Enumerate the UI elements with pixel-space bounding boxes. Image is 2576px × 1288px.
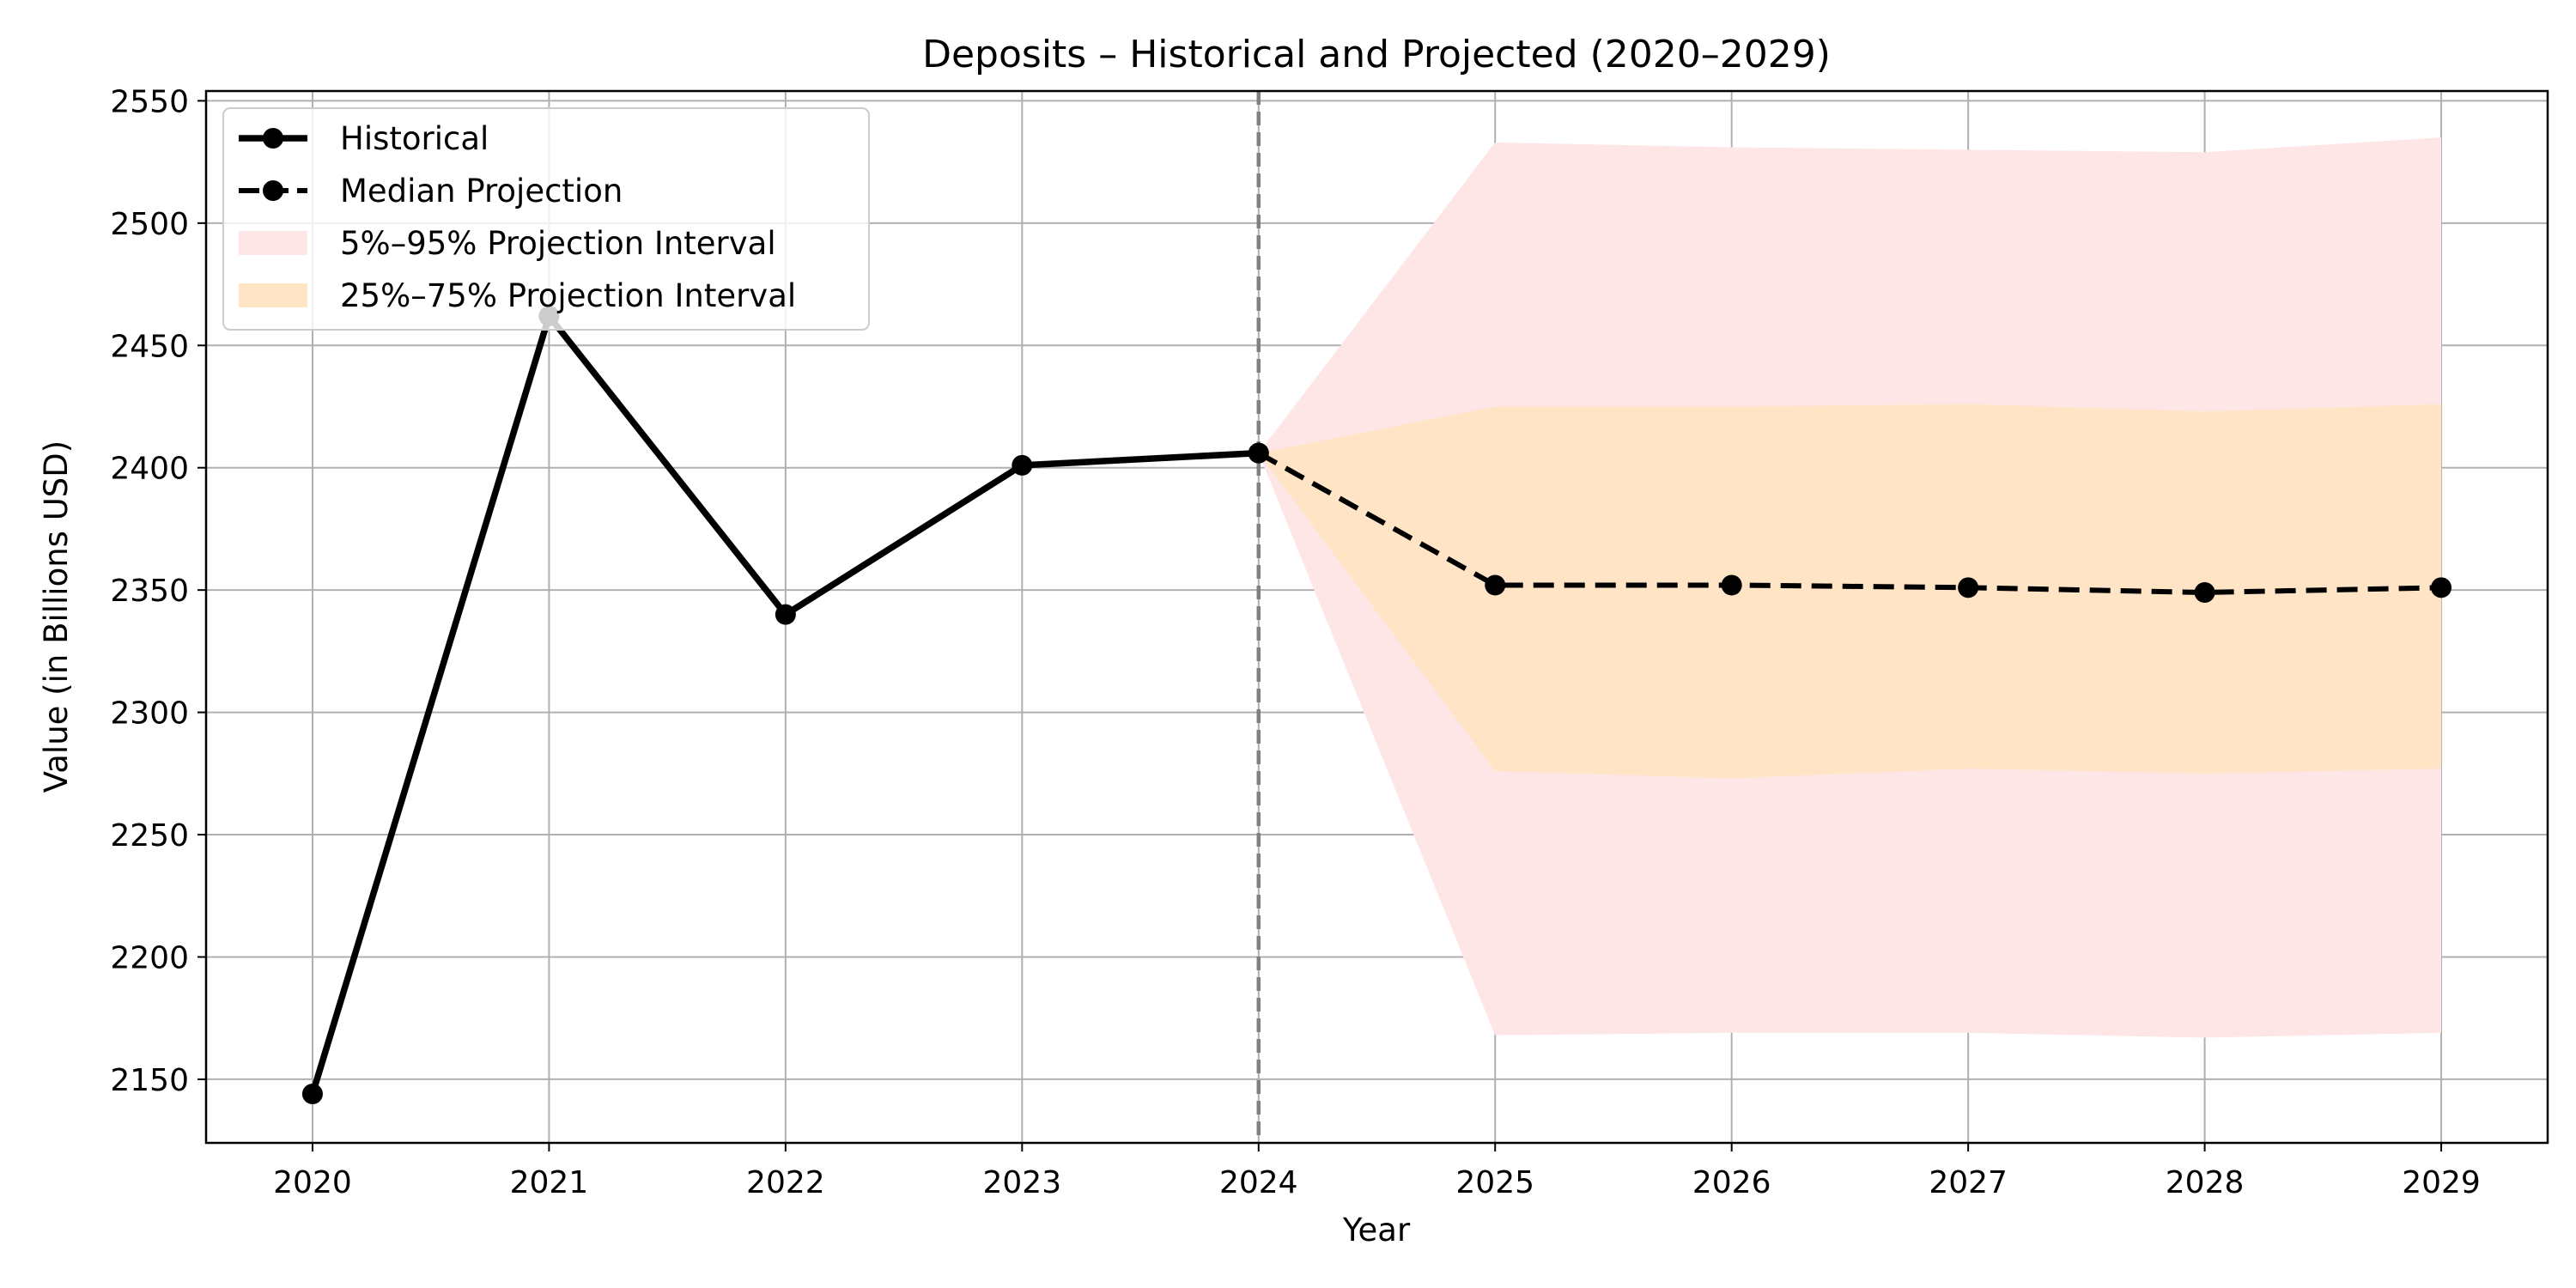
median-projection-point bbox=[1485, 574, 1506, 596]
y-tick-label: 2350 bbox=[110, 574, 189, 609]
median-projection-point bbox=[1248, 442, 1269, 464]
legend-historical-label: Historical bbox=[340, 120, 489, 157]
legend-interval-25-75-label: 25%–75% Projection Interval bbox=[340, 277, 796, 314]
legend-box bbox=[222, 107, 870, 331]
legend-interval-25-75-swatch bbox=[239, 283, 307, 307]
legend-median-projection-label: Median Projection bbox=[340, 173, 623, 210]
x-tick-label: 2020 bbox=[273, 1165, 352, 1200]
x-axis-label: Year bbox=[1342, 1212, 1411, 1249]
x-tick-label: 2025 bbox=[1455, 1165, 1534, 1200]
legend: Historical Median Projection 5%–95% Projec… bbox=[222, 107, 870, 331]
historical-point bbox=[1012, 454, 1033, 476]
median-projection-point bbox=[1958, 577, 1979, 598]
tick-labels-layer: 2020 2021 2022 2023 2024 2025 2026 2027 2028 2029… bbox=[110, 84, 2480, 1200]
median-projection-point bbox=[2194, 582, 2215, 604]
y-tick-label: 2500 bbox=[110, 207, 189, 242]
y-tick-label: 2200 bbox=[110, 940, 189, 975]
legend-median-projection-marker bbox=[263, 180, 283, 201]
x-tick-label: 2021 bbox=[510, 1165, 589, 1200]
median-projection-point bbox=[2431, 577, 2452, 598]
y-tick-label: 2250 bbox=[110, 818, 189, 854]
y-tick-label: 2300 bbox=[110, 696, 189, 732]
x-tick-label: 2029 bbox=[2402, 1165, 2481, 1200]
chart-title: Deposits – Historical and Projected (202… bbox=[922, 33, 1831, 76]
historical-point bbox=[301, 1084, 323, 1105]
y-axis-label: Value (in Billions USD) bbox=[38, 440, 75, 793]
y-tick-label: 2550 bbox=[110, 84, 189, 119]
historical-point bbox=[775, 604, 796, 625]
legend-interval-5-95-swatch bbox=[239, 231, 307, 255]
series-lines-layer bbox=[301, 306, 2452, 1105]
median-projection-series-line bbox=[1257, 451, 2442, 596]
y-tick-label: 2450 bbox=[110, 329, 189, 364]
median-projection-point bbox=[1721, 574, 1742, 596]
y-tick-label: 2150 bbox=[110, 1063, 189, 1098]
x-tick-label: 2028 bbox=[2166, 1165, 2245, 1200]
x-tick-label: 2023 bbox=[983, 1165, 1062, 1200]
plot-frame bbox=[204, 89, 2549, 1145]
legend-interval-5-95-label: 5%–95% Projection Interval bbox=[340, 225, 776, 262]
axes-layer bbox=[197, 89, 2549, 1151]
x-tick-label: 2024 bbox=[1219, 1165, 1298, 1200]
y-tick-label: 2400 bbox=[110, 452, 189, 487]
legend-historical-marker bbox=[263, 128, 283, 149]
x-tick-label: 2026 bbox=[1692, 1165, 1771, 1200]
interval-band-25-75 bbox=[1258, 404, 2442, 779]
x-tick-label: 2027 bbox=[1929, 1165, 2008, 1200]
x-tick-label: 2022 bbox=[746, 1165, 825, 1200]
